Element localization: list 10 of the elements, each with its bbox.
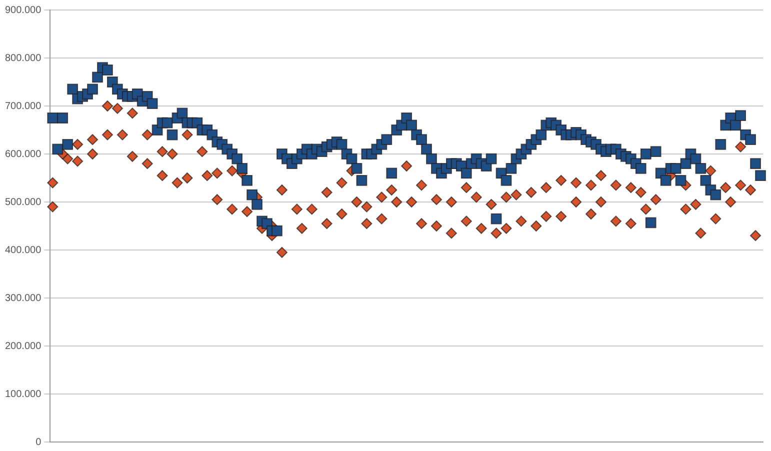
y-tick-label: 900.000 — [4, 4, 42, 16]
y-tick-label: 400.000 — [4, 244, 42, 256]
y-tick-label: 600.000 — [4, 148, 42, 160]
y-tick-label: 800.000 — [4, 52, 42, 64]
y-tick-label: 100.000 — [4, 388, 42, 400]
y-tick-label: 200.000 — [4, 340, 42, 352]
y-tick-label: 500.000 — [4, 196, 42, 208]
y-tick-label: 300.000 — [4, 292, 42, 304]
y-tick-label: 700.000 — [4, 100, 42, 112]
y-tick-label: 0 — [36, 436, 42, 448]
